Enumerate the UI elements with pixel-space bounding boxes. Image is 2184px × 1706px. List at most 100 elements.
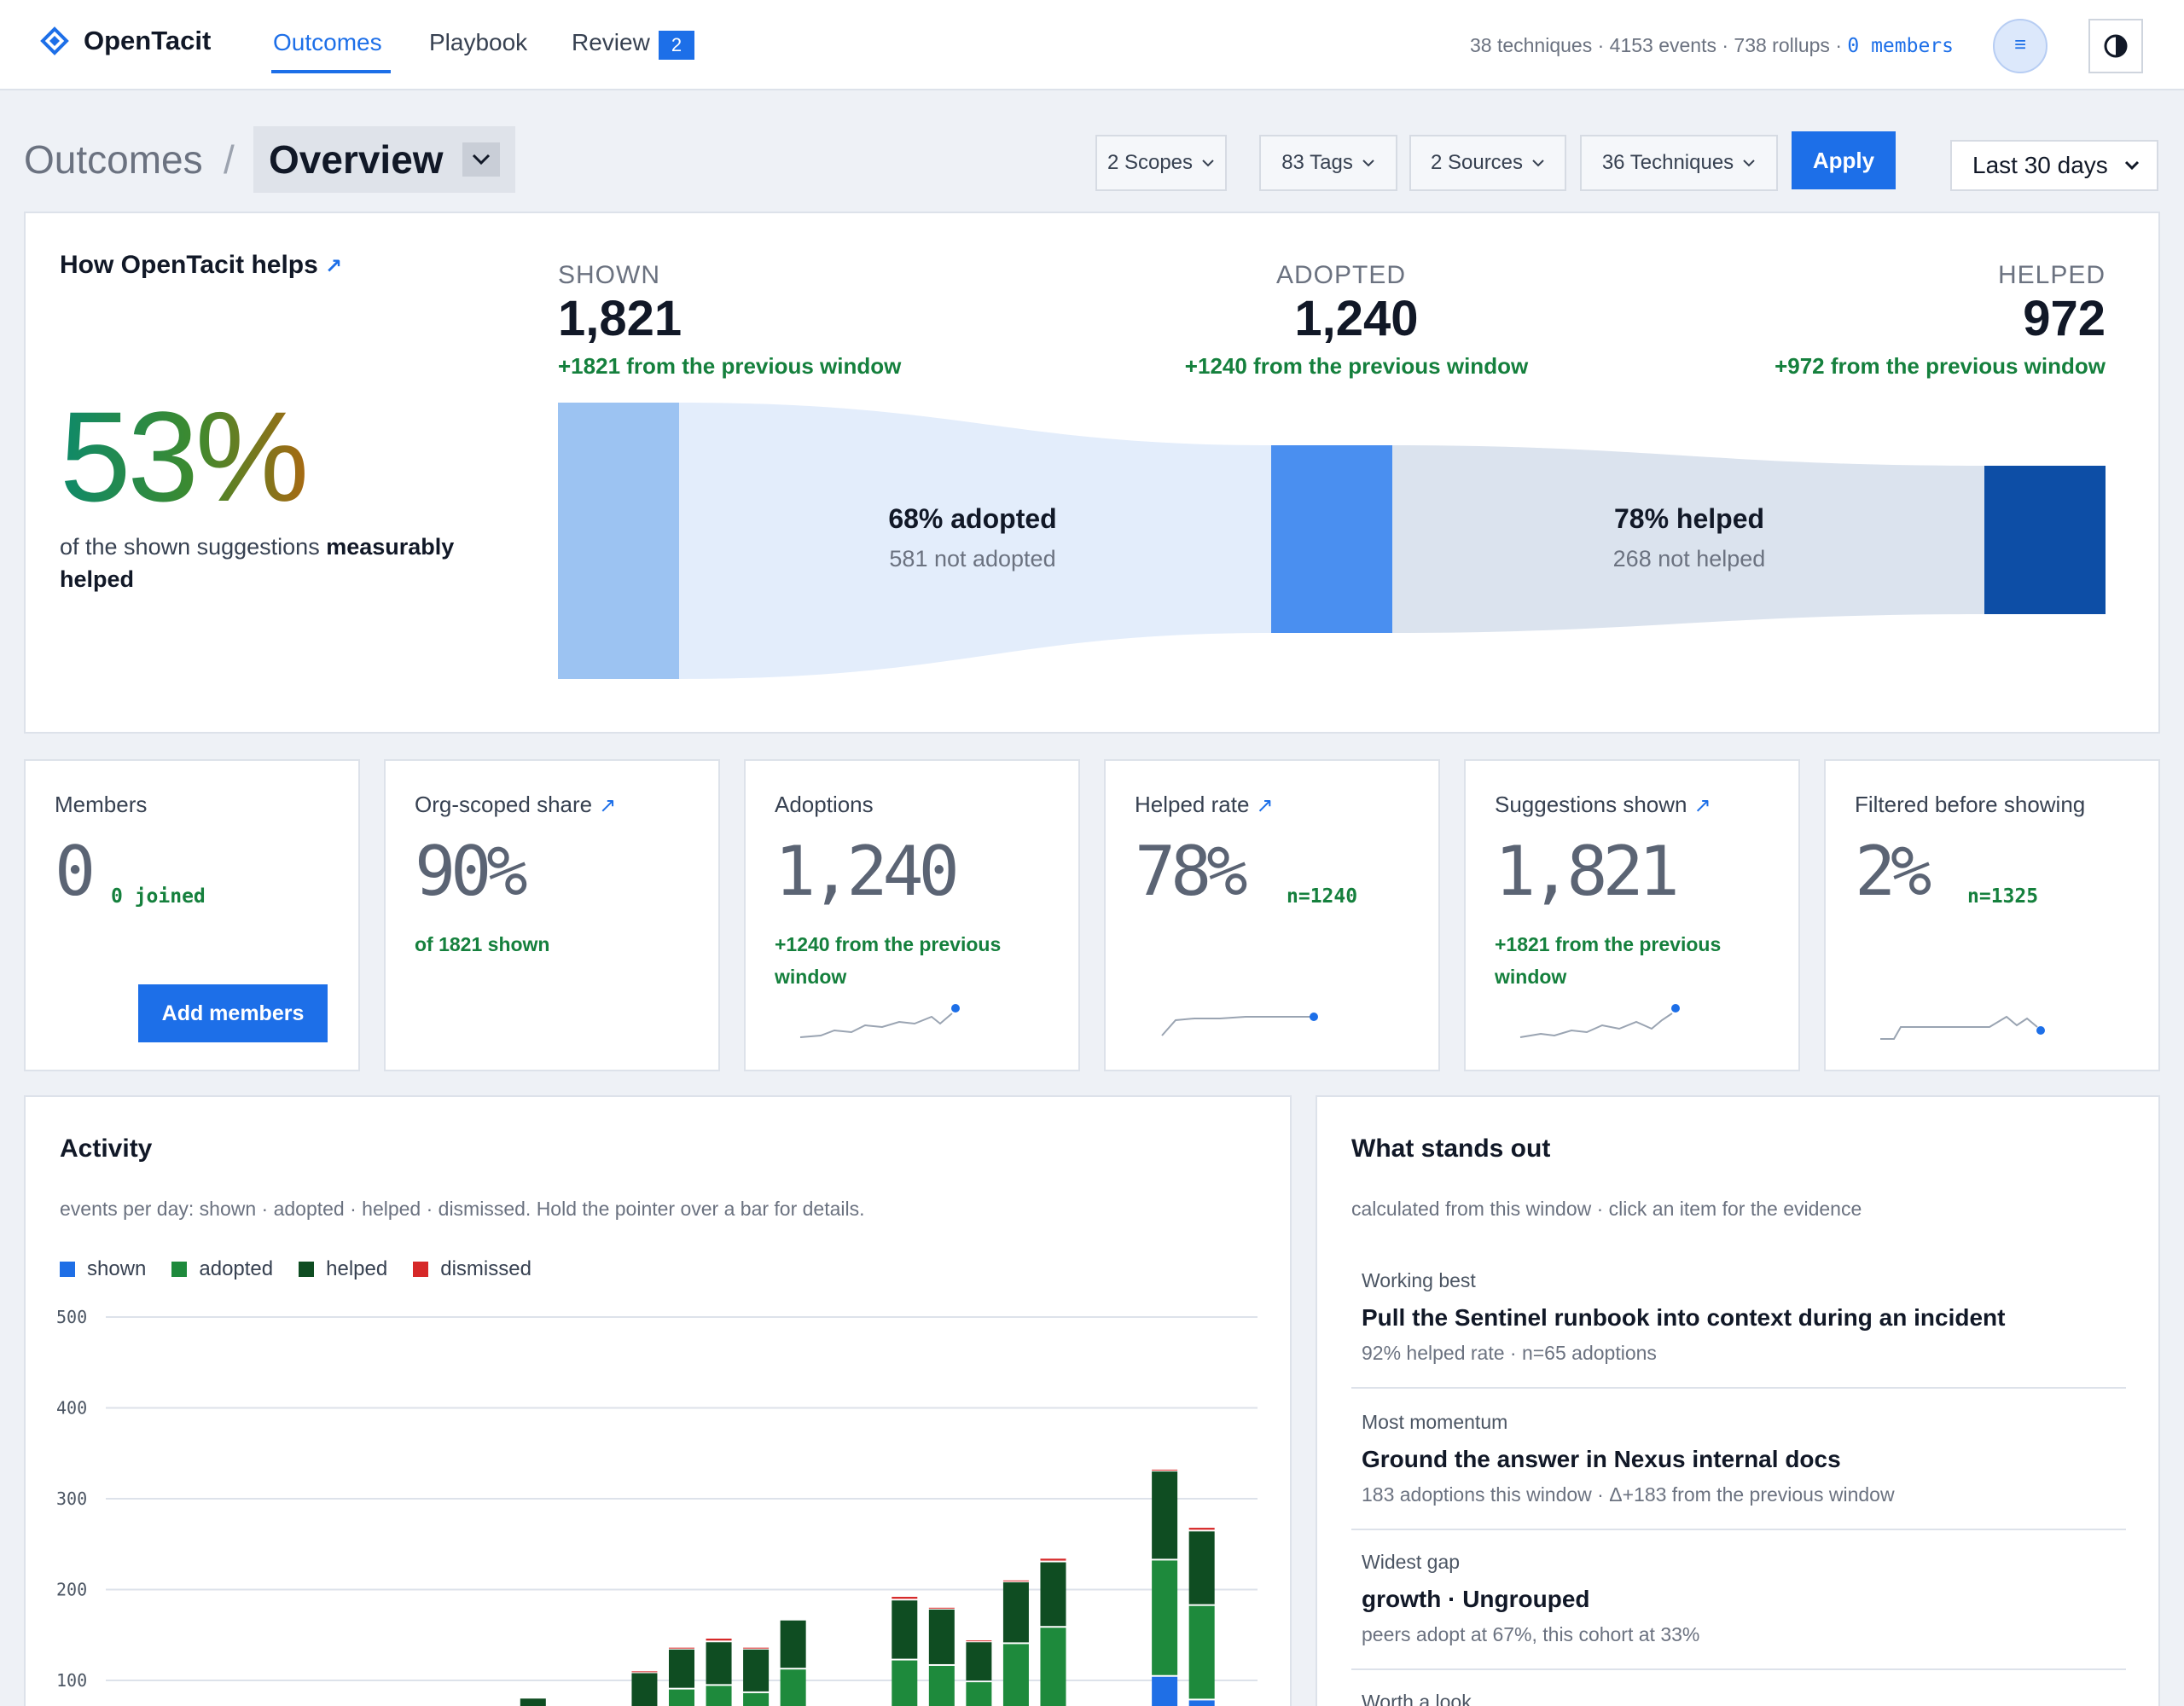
y-tick-label: 100: [56, 1670, 87, 1691]
legend-item-helped: helped: [299, 1257, 387, 1281]
view-selector[interactable]: Overview: [253, 126, 515, 193]
bar-segment-helped[interactable]: [706, 1642, 732, 1685]
add-members-button[interactable]: Add members: [138, 984, 328, 1042]
bar-segment-dismissed[interactable]: [928, 1607, 955, 1609]
chevron-down-icon: [462, 142, 500, 177]
bar-segment-helped[interactable]: [928, 1609, 955, 1664]
date-range-select[interactable]: Last 30 days: [1950, 140, 2158, 191]
apply-button[interactable]: Apply: [1792, 131, 1896, 189]
bar-segment-adopted[interactable]: [1188, 1605, 1215, 1699]
stage-helped-label: HELPED: [1997, 261, 2106, 289]
bar-segment-adopted[interactable]: [928, 1665, 955, 1706]
bar-segment-dismissed[interactable]: [1152, 1469, 1178, 1471]
bar-segment-helped[interactable]: [743, 1649, 770, 1691]
bar-segment-adopted[interactable]: [669, 1689, 694, 1706]
tab-review[interactable]: Review: [572, 29, 650, 55]
y-tick-label: 200: [56, 1580, 87, 1600]
bar-segment-adopted[interactable]: [1152, 1560, 1178, 1675]
metric-label-text: Org-scoped share: [415, 792, 593, 817]
sources-filter-label: 2 Sources: [1430, 151, 1524, 174]
breadcrumb-root[interactable]: Outcomes: [24, 137, 203, 182]
metric-card-filtered: Filtered before showing 2% n=1325: [1824, 759, 2160, 1071]
standout-card: What stands out calculated from this win…: [1316, 1095, 2160, 1706]
standout-kicker: Working best: [1362, 1269, 1476, 1291]
bar-segment-dismissed[interactable]: [966, 1640, 992, 1642]
adoptions-sparkline: [799, 1004, 960, 1038]
bar-segment-shown[interactable]: [1152, 1676, 1178, 1706]
chart-legend: shown adopted helped dismissed: [60, 1257, 531, 1281]
bar-segment-shown[interactable]: [1188, 1700, 1215, 1706]
impact-card: How OpenTacit helps ↗ 53% of the shown su…: [24, 212, 2160, 734]
helped-description-emphasis: measurably helped: [60, 534, 455, 592]
bar-segment-adopted[interactable]: [966, 1682, 992, 1706]
metric-value: 2%: [1855, 832, 1931, 911]
tags-filter-label: 83 Tags: [1281, 151, 1353, 174]
legend-swatch: [171, 1262, 188, 1277]
metric-value: 1,240: [775, 832, 960, 911]
bar-segment-adopted[interactable]: [780, 1669, 806, 1706]
metric-card-org-share[interactable]: Org-scoped share ↗ 90% of 1821 shown: [384, 759, 720, 1071]
activity-title: Activity: [60, 1134, 153, 1163]
standout-item-widest-gap[interactable]: Widest gap growth · Ungrouped peers adop…: [1351, 1551, 2126, 1646]
metric-label: Filtered before showing: [1855, 792, 2086, 817]
bar-segment-helped[interactable]: [1040, 1562, 1066, 1627]
activity-chart[interactable]: 100 200 300 400 500: [26, 1293, 1293, 1706]
techniques-filter[interactable]: 36 Techniques: [1580, 135, 1778, 191]
metric-card-suggestions-shown[interactable]: Suggestions shown ↗ 1,821 +1821 from the …: [1464, 759, 1800, 1071]
bar-segment-adopted[interactable]: [892, 1660, 918, 1706]
standout-meta: peers adopt at 67%, this cohort at 33%: [1362, 1623, 1700, 1645]
helped-percentage: 53%: [60, 385, 309, 528]
bar-segment-dismissed[interactable]: [892, 1597, 918, 1599]
filtered-sparkline: [1880, 1015, 2045, 1040]
legend-label: shown: [87, 1257, 147, 1280]
bar-segment-helped[interactable]: [1188, 1531, 1215, 1604]
page-title: Overview: [269, 137, 444, 182]
legend-item-dismissed: dismissed: [413, 1257, 531, 1281]
menu-button[interactable]: ≡: [1993, 19, 2048, 73]
bar-segment-helped[interactable]: [631, 1673, 658, 1706]
divider: [1351, 1529, 2126, 1530]
chevron-down-icon: [1202, 160, 1214, 167]
metric-note: n=1325: [1967, 885, 2039, 908]
bar-segment-helped[interactable]: [520, 1698, 546, 1706]
standout-item-worth-a-look[interactable]: Worth a look: [1351, 1691, 2126, 1706]
tab-playbook[interactable]: Playbook: [429, 29, 528, 55]
bar-segment-helped[interactable]: [966, 1642, 992, 1681]
legend-item-shown: shown: [60, 1257, 146, 1281]
breadcrumb-separator: /: [224, 137, 235, 182]
standout-headline: Ground the answer in Nexus internal docs: [1362, 1446, 1841, 1472]
bar-segment-dismissed[interactable]: [1040, 1558, 1066, 1561]
flow-not-adopted: 581 not adopted: [889, 546, 1056, 572]
bar-segment-helped[interactable]: [669, 1649, 694, 1688]
standout-item-working-best[interactable]: Working best Pull the Sentinel runbook i…: [1351, 1269, 2126, 1365]
tab-outcomes[interactable]: Outcomes: [273, 29, 382, 55]
bar-segment-adopted[interactable]: [1002, 1644, 1029, 1706]
bar-segment-helped[interactable]: [1152, 1471, 1178, 1559]
bar-segment-dismissed[interactable]: [669, 1647, 694, 1649]
app-logo[interactable]: OpenTacit: [39, 26, 211, 56]
bar-segment-adopted[interactable]: [1040, 1628, 1066, 1706]
bar-segment-dismissed[interactable]: [743, 1647, 770, 1649]
tags-filter[interactable]: 83 Tags: [1259, 135, 1397, 191]
theme-toggle-button[interactable]: [2088, 19, 2143, 73]
bar-segment-helped[interactable]: [892, 1600, 918, 1659]
scopes-filter[interactable]: 2 Scopes: [1095, 135, 1227, 191]
metric-value: 90%: [415, 832, 527, 911]
impact-card-title[interactable]: How OpenTacit helps ↗: [60, 251, 342, 280]
bar-segment-adopted[interactable]: [706, 1686, 732, 1706]
bar-segment-helped[interactable]: [780, 1620, 806, 1668]
metric-card-helped-rate[interactable]: Helped rate ↗ 78% n=1240: [1104, 759, 1440, 1071]
sources-filter[interactable]: 2 Sources: [1409, 135, 1566, 191]
scopes-filter-label: 2 Scopes: [1107, 151, 1194, 174]
metric-note: 0 joined: [111, 885, 206, 908]
standout-item-most-momentum[interactable]: Most momentum Ground the answer in Nexus…: [1351, 1411, 2126, 1506]
metric-value: 0: [55, 832, 96, 911]
bar-segment-dismissed[interactable]: [631, 1671, 658, 1673]
bar-segment-helped[interactable]: [1002, 1581, 1029, 1643]
bar-segment-dismissed[interactable]: [1188, 1528, 1215, 1530]
bar-segment-adopted[interactable]: [743, 1692, 770, 1706]
review-count-badge: 2: [659, 31, 694, 60]
bar-segment-dismissed[interactable]: [706, 1639, 732, 1641]
members-link[interactable]: 0 members: [1847, 35, 1954, 57]
metric-label-text: Suggestions shown: [1495, 792, 1687, 817]
